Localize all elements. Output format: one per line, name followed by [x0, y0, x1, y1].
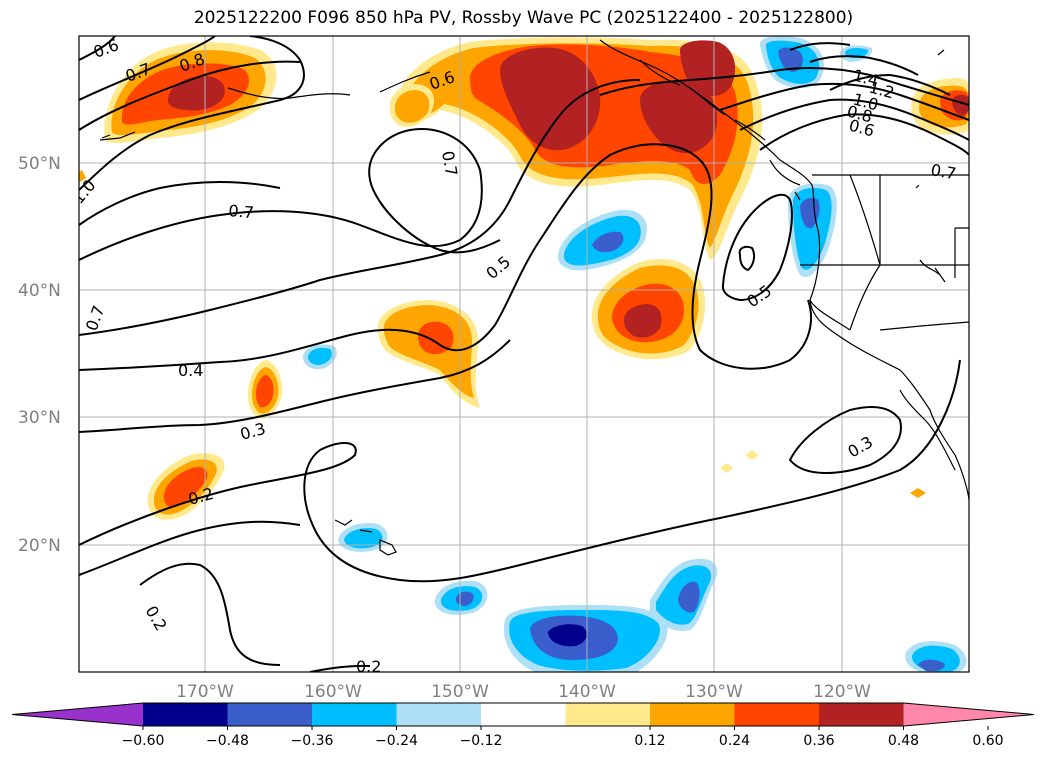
map-gridlines	[79, 36, 969, 672]
colorbar: −0.60 −0.48 −0.36 −0.24 −0.12 0.12 0.24 0.36 0.4…	[11, 702, 1035, 749]
contour-label: 0.7	[929, 160, 957, 183]
colorbar-extend-low	[12, 703, 143, 726]
lon-label: 120°W	[813, 682, 871, 702]
lon-label: 150°W	[431, 682, 489, 702]
colorbar-tick-label: −0.48	[206, 733, 249, 749]
colorbar-segment	[565, 703, 651, 726]
map-frame	[78, 35, 970, 673]
colorbar-tick-label: −0.24	[375, 733, 418, 749]
lon-label: 170°W	[176, 682, 234, 702]
colorbar-segment	[819, 703, 904, 726]
positive-anomaly-fill	[79, 37, 969, 520]
lat-label: 20°N	[18, 536, 61, 556]
contour-label: 0.2	[356, 657, 381, 676]
colorbar-extend-high	[903, 703, 1034, 726]
coastlines	[99, 39, 969, 556]
colorbar-segment	[227, 703, 313, 726]
colorbar-tick-label: −0.60	[122, 733, 165, 749]
contour-label: 0.7	[438, 149, 461, 177]
colorbar-tick-label: 0.12	[634, 733, 665, 749]
pv-contours	[79, 36, 969, 672]
colorbar-segment	[650, 703, 735, 726]
lat-label: 30°N	[18, 408, 61, 428]
colorbar-segment	[396, 703, 482, 726]
colorbar-tick-label: 0.24	[719, 733, 750, 749]
map-title: 2025122200 F096 850 hPa PV, Rossby Wave …	[193, 8, 854, 28]
colorbar-segment	[143, 703, 228, 726]
map-panel: 0.6 0.7 0.8 0.6 0.7 1.0 0.7 0.5 0.7 0.4 …	[79, 36, 969, 676]
colorbar-tick-label: −0.12	[460, 733, 503, 749]
longitude-labels: 170°W 160°W 150°W 140°W 130°W 120°W	[176, 682, 871, 702]
colorbar-segment	[481, 703, 566, 726]
contour-label: 0.7	[228, 201, 255, 222]
lon-label: 160°W	[304, 682, 362, 702]
lat-label: 50°N	[18, 154, 61, 174]
colorbar-segment	[734, 703, 820, 726]
lat-label: 40°N	[18, 281, 61, 301]
colorbar-segment	[312, 703, 397, 726]
colorbar-tick-label: 0.48	[888, 733, 919, 749]
lon-label: 140°W	[558, 682, 616, 702]
latitude-labels: 50°N 40°N 30°N 20°N	[18, 154, 61, 556]
lon-label: 130°W	[685, 682, 743, 702]
colorbar-tick-label: 0.36	[803, 733, 834, 749]
negative-anomaly-fill	[302, 36, 967, 672]
contour-label: 0.4	[178, 361, 203, 380]
colorbar-tick-label: −0.36	[291, 733, 334, 749]
colorbar-tick-label: 0.60	[972, 733, 1003, 749]
